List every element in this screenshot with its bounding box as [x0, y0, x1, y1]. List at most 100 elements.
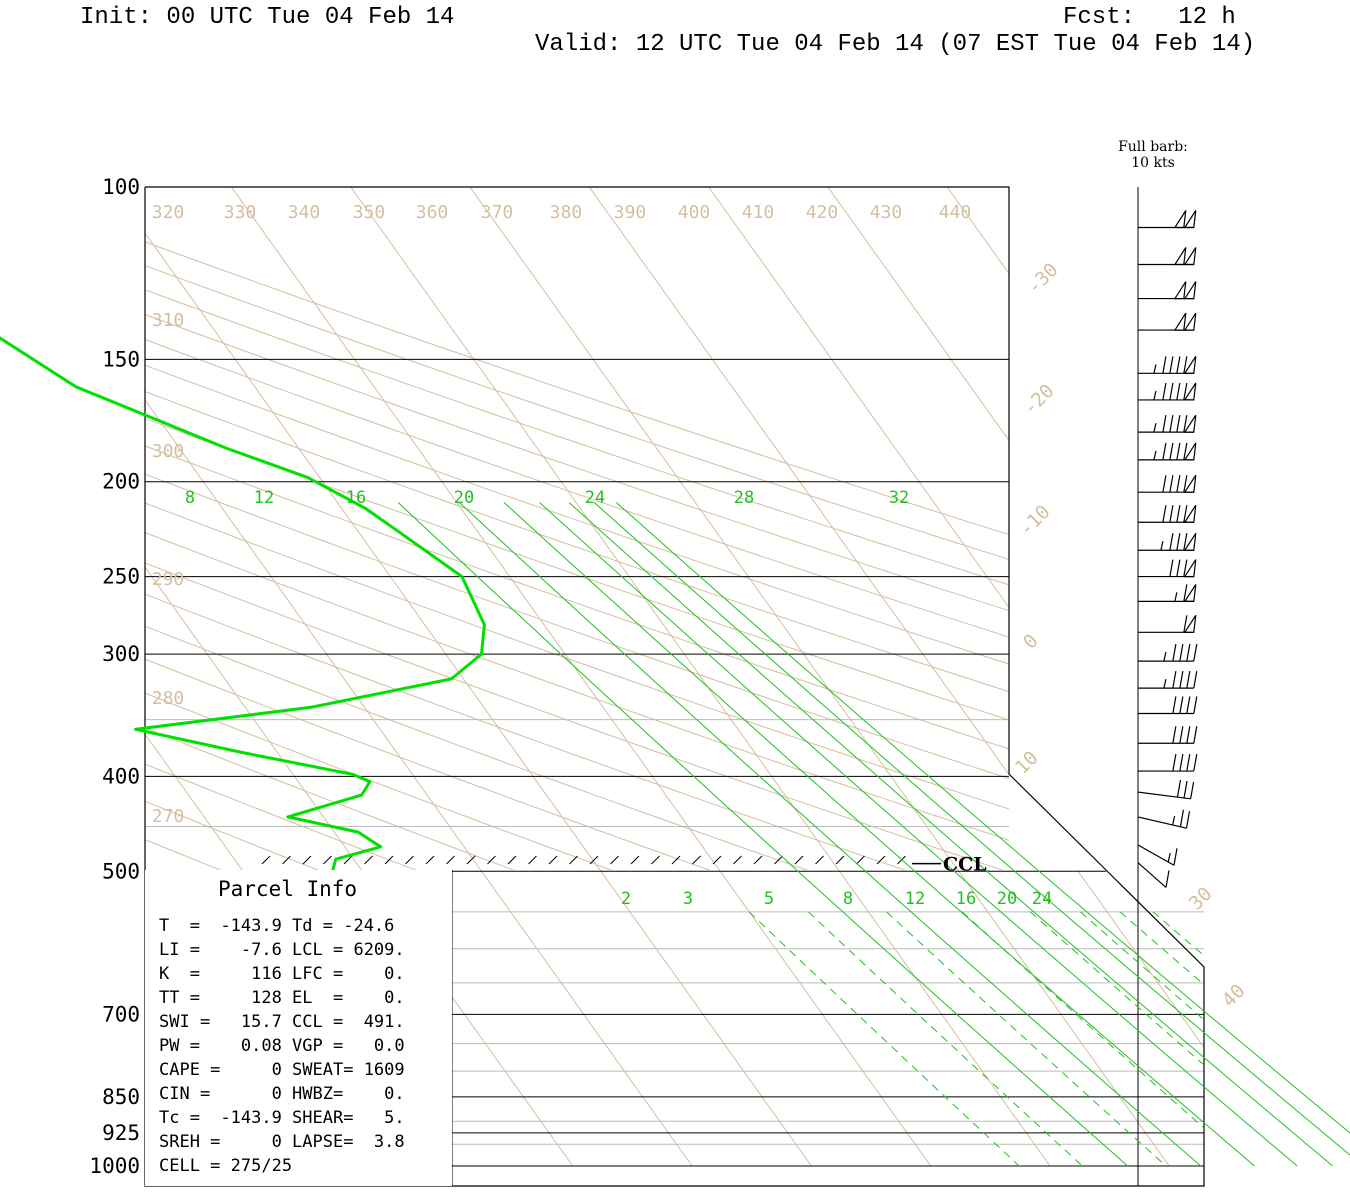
sounding-point	[309, 706, 312, 709]
isotherm-line	[0, 187, 96, 1166]
theta-label: 350	[353, 202, 386, 223]
mixing-ratio-label: 16	[346, 488, 366, 508]
ccl-hatch	[343, 855, 353, 865]
theta-label: 440	[939, 202, 972, 223]
isotherm-line	[708, 187, 1009, 609]
isotherm-line	[0, 187, 96, 1166]
parcel-info-row: CIN = 0 HWBZ= 0.	[159, 1084, 405, 1104]
isotherm-line	[145, 870, 574, 1167]
parcel-info-row: SWI = 15.7 CCL = 491.	[159, 1012, 405, 1032]
mixing-ratio-label: 12	[254, 488, 274, 508]
mixing-ratio-label: 24	[1032, 889, 1052, 909]
mixing-ratio-label: 28	[734, 488, 754, 508]
sounding-point	[364, 507, 367, 510]
ccl-hatch	[794, 855, 804, 865]
mixing-ratio-line	[539, 502, 1298, 1167]
ccl-hatch	[261, 855, 271, 865]
legend-line-2: 10 kts	[1131, 155, 1175, 171]
theta-label: 390	[614, 202, 647, 223]
wind-barb	[1138, 312, 1197, 331]
ccl-hatch	[774, 855, 783, 865]
mixing-ratio-label: 20	[997, 889, 1017, 909]
theta-label: 380	[550, 202, 583, 223]
ccl-hatch	[282, 855, 291, 865]
ccl-hatch	[712, 855, 722, 865]
ccl-hatch	[630, 855, 640, 865]
mixing-ratio-line	[593, 502, 1350, 1156]
ccl-hatch	[589, 855, 599, 865]
ccl-hatch	[733, 855, 742, 865]
isotherm-line	[946, 187, 1009, 275]
theta-label: 290	[152, 569, 185, 590]
isotherm-label: -10	[1015, 501, 1055, 541]
ccl-hatch	[548, 855, 558, 865]
parcel-info-row: Tc = -143.9 SHEAR= 5.	[159, 1108, 405, 1128]
forecast-hour: Fcst: 12 h	[1063, 4, 1236, 31]
pressure-label: 250	[102, 565, 140, 589]
parcel-info-panel	[145, 870, 452, 1186]
wind-barb	[1138, 614, 1197, 633]
ccl-hatch	[405, 855, 414, 865]
mixing-ratio-dashed-line	[1119, 911, 1204, 986]
wind-barb	[1138, 644, 1198, 662]
theta-label: 310	[152, 310, 185, 331]
theta-label: 360	[416, 202, 449, 223]
mixing-ratio-line	[503, 502, 1255, 1167]
parcel-info-row: PW = 0.08 VGP = 0.0	[159, 1036, 405, 1056]
mixing-ratio-label: 20	[454, 488, 474, 508]
sounding-point	[483, 623, 486, 626]
ccl-hatch	[856, 855, 865, 865]
theta-label: 400	[678, 202, 711, 223]
isotherm-line	[350, 870, 1051, 1167]
ccl-hatch	[528, 855, 537, 865]
mixing-ratio-label: 5	[764, 889, 774, 909]
isotherm-label: -20	[1019, 380, 1059, 420]
theta-label: 270	[152, 806, 185, 827]
wind-barb	[1138, 247, 1197, 266]
sounding-point	[480, 653, 483, 655]
sounding-point	[286, 816, 289, 818]
ccl-hatch	[692, 855, 701, 865]
pressure-label: 100	[102, 175, 140, 199]
parcel-info-row: T = -143.9 Td = -24.6	[159, 916, 394, 936]
sounding-point	[226, 447, 229, 450]
isotherm-line	[230, 187, 720, 870]
mixing-ratio-dashed-line	[807, 911, 1083, 1167]
isotherm-line	[827, 187, 1009, 442]
wind-barb	[1137, 862, 1170, 888]
theta-label: 340	[288, 202, 321, 223]
sounding-point	[360, 794, 363, 796]
wind-barb	[1137, 844, 1178, 866]
ccl-label: CCL	[943, 854, 987, 876]
isotherm-line	[588, 870, 1204, 1167]
mixing-ratio-lines	[397, 502, 1350, 1167]
pressure-label: 500	[102, 859, 140, 883]
ccl-hatch	[466, 855, 476, 865]
mixing-ratio-dashed-line	[748, 911, 1020, 1167]
parcel-info-row: K = 116 LFC = 0.	[159, 964, 405, 984]
mixing-ratio-label: 24	[585, 488, 605, 508]
theta-label: 430	[870, 202, 903, 223]
ccl-hatch	[610, 855, 619, 865]
sounding-point	[306, 476, 309, 479]
mixing-ratio-label: 3	[683, 889, 693, 909]
isotherm-line	[1066, 870, 1204, 1167]
sounding-point	[400, 532, 403, 535]
wind-barb	[1138, 584, 1197, 603]
sounding-point	[450, 678, 453, 680]
ccl-hatch	[815, 855, 824, 865]
wind-barb	[1138, 671, 1198, 689]
wind-barb	[1138, 382, 1197, 401]
wind-barb	[1138, 532, 1197, 551]
ccl-hatch	[364, 855, 373, 865]
pressure-label: 400	[102, 764, 140, 788]
mixing-ratio-label: 2	[621, 889, 631, 909]
isotherm-label: 0	[1019, 630, 1043, 654]
ccl-hatch	[323, 855, 332, 865]
wind-barb	[1138, 414, 1197, 433]
sounding-point	[369, 780, 371, 783]
sounding-point	[240, 751, 243, 754]
isotherm-label: 40	[1218, 980, 1250, 1012]
lower-frame	[144, 187, 1205, 1187]
